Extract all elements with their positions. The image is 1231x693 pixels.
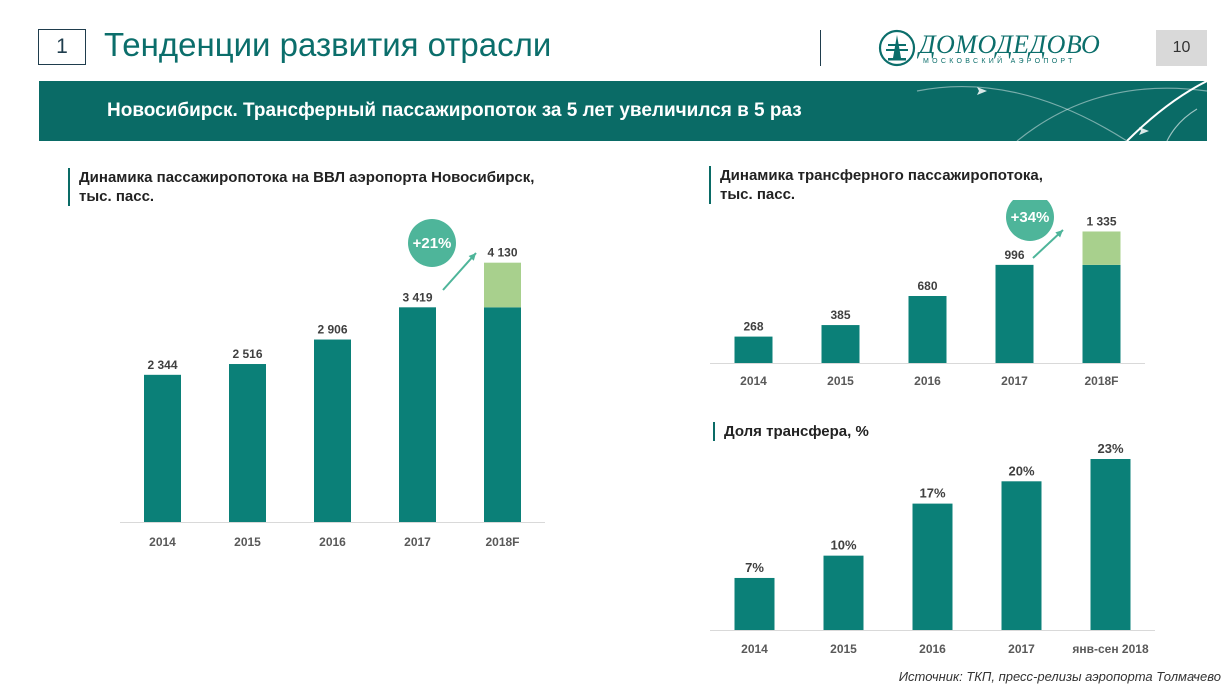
growth-arrow-head-icon [468,253,476,261]
data-label-2016: 17% [919,486,945,501]
data-label-2017: 3 419 [402,290,432,304]
growth-badge [1006,200,1054,241]
domodedovo-logo: ДОМОДЕДОВО МОСКОВСКИЙ АЭРОПОРТ [877,28,1100,72]
tick-label-2015: 2015 [830,642,857,656]
tick-label-2015: 2015 [234,535,261,549]
bar-increment-2018F [1082,231,1121,265]
tick-label-2014: 2014 [740,374,767,388]
bar-2017 [995,264,1034,363]
page-number: 10 [1156,30,1207,66]
logo-wordmark: ДОМОДЕДОВО [919,30,1101,59]
tick-label-2018F: 2018F [1084,374,1118,388]
growth-arrow-head-icon [1055,230,1063,238]
data-label-2016: 2 906 [317,323,347,337]
chart-passenger-traffic: 2 344 2014 2 516 2015 2 906 2016 3 419 2017 4 13… [120,219,545,549]
tick-label-2017: 2017 [1001,374,1028,388]
tick-label-2017: 2017 [1008,642,1035,656]
bar-2017 [399,307,436,522]
chart-transfer-traffic: 268 2014 385 2015 680 2016 996 2017 1 335 2018F +3… [710,200,1145,388]
flight-path-decoration-icon [916,81,1207,141]
tick-label-2016: 2016 [919,642,946,656]
data-label-2014: 2 344 [147,358,177,372]
chart-1-title: Динамика пассажиропотока на ВВЛ аэропорт… [68,168,534,206]
data-label-янв-сен 2018: 23% [1097,441,1123,456]
bar-2014 [734,577,775,630]
bar-2015 [229,364,266,522]
tick-label-2016: 2016 [319,535,346,549]
page-title: Тенденции развития отрасли [104,26,552,63]
headline-banner: Новосибирск. Трансферный пассажиропоток … [39,81,1207,141]
tick-label-2014: 2014 [149,535,176,549]
slide-number: 1 [38,29,86,65]
data-label-2017: 20% [1008,463,1034,478]
bar-2015 [821,325,860,363]
growth-badge-label: +34% [1011,209,1050,226]
bar-янв-сен 2018 [1090,459,1131,630]
chart-2-title: Динамика трансферного пассажиропотока, т… [709,166,1043,204]
bar-increment-2018F [484,262,521,308]
logo-subtitle: МОСКОВСКИЙ АЭРОПОРТ [923,58,1076,65]
bar-2017 [1001,481,1042,630]
growth-arrow-line [442,252,477,291]
data-label-2015: 385 [830,308,850,322]
bar-2014 [734,336,773,363]
data-label-2015: 2 516 [232,347,262,361]
bar-2018F [1082,264,1121,363]
bar-2016 [908,296,947,363]
tick-label-2016: 2016 [914,374,941,388]
tick-label-2014: 2014 [741,642,768,656]
chart-transfer-share: 7% 2014 10% 2015 17% 2016 20% 2017 23% янв-сен 20… [710,441,1155,656]
tick-label-2017: 2017 [404,535,431,549]
data-label-2016: 680 [917,279,937,293]
chart-3-title: Доля трансфера, % [713,422,869,441]
data-label-2014: 7% [745,560,764,575]
bar-2014 [144,374,181,522]
growth-badge-label: +21% [413,235,452,252]
tick-label-2015: 2015 [827,374,854,388]
data-label-2014: 268 [743,320,763,334]
header-divider [820,30,821,66]
bar-2016 [314,339,351,522]
data-label-2018F: 1 335 [1086,214,1116,228]
source-note: Источник: ТКП, пресс-релизы аэропорта То… [898,669,1221,684]
tick-label-2018F: 2018F [485,535,519,549]
growth-badge [408,219,456,267]
data-label-2017: 996 [1004,248,1024,262]
bar-2015 [823,555,864,630]
banner-headline: Новосибирск. Трансферный пассажиропоток … [107,100,802,121]
logo-emblem-icon [878,29,916,67]
bar-2016 [912,503,953,630]
tick-label-янв-сен 2018: янв-сен 2018 [1072,642,1149,656]
bar-2018F [484,307,521,522]
data-label-2015: 10% [830,538,856,553]
data-label-2018F: 4 130 [487,246,517,260]
